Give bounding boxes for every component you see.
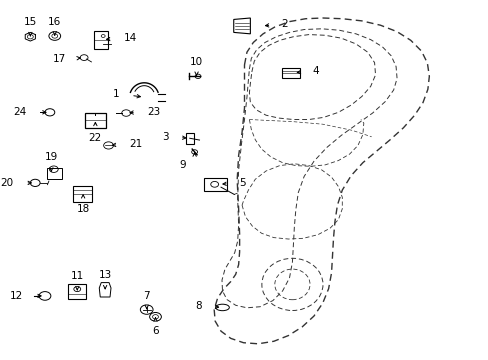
Text: 16: 16 [48,17,61,27]
Text: 3: 3 [162,132,168,142]
Text: 14: 14 [123,33,137,43]
Text: 8: 8 [194,301,201,311]
Text: 1: 1 [113,89,120,99]
Text: 17: 17 [53,54,66,64]
Text: 4: 4 [311,66,318,76]
Text: 23: 23 [147,107,161,117]
Text: 13: 13 [98,270,112,280]
Bar [68,284,86,299]
Text: 11: 11 [70,271,84,281]
Bar [94,31,108,49]
Text: 12: 12 [10,291,23,301]
Bar [84,113,106,128]
Text: 9: 9 [179,160,185,170]
Text: 2: 2 [281,19,287,29]
Text: 19: 19 [44,152,58,162]
Text: 18: 18 [76,204,90,215]
Bar [185,133,193,144]
Text: 20: 20 [0,178,14,188]
Bar [47,168,62,179]
Bar [203,178,227,191]
Text: 15: 15 [23,17,37,27]
Text: 22: 22 [88,133,102,143]
Text: 6: 6 [152,326,159,336]
Text: 24: 24 [14,107,27,117]
Bar [73,186,92,202]
Text: 21: 21 [129,139,142,149]
Text: 10: 10 [190,57,203,67]
Bar [281,68,300,78]
Text: 5: 5 [239,178,246,188]
Text: 7: 7 [143,291,150,301]
